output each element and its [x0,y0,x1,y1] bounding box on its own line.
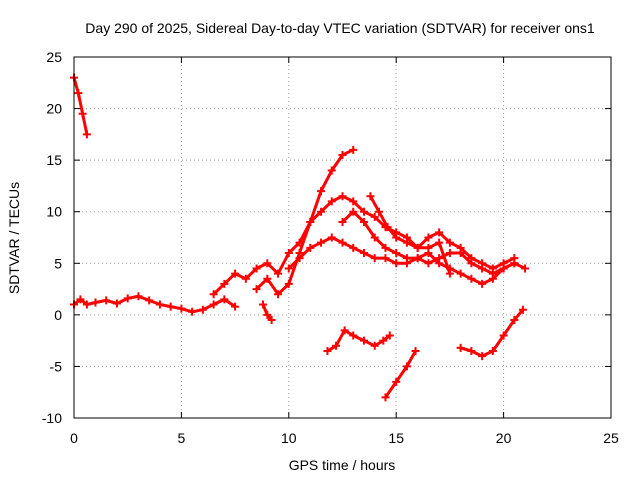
y-tick-label: -10 [42,410,62,426]
x-tick-label: 5 [178,430,186,446]
points-arc-7 [338,207,530,278]
axis-ticks [73,56,612,419]
y-tick-label: -5 [50,358,63,374]
series-arc-6 [287,236,516,286]
series-arc-7 [341,210,527,276]
x-tick-label: 25 [603,430,619,446]
y-tick-label: 25 [46,49,62,65]
y-axis-label: SDTVAR / TECUs [6,182,22,294]
x-tick-label: 20 [496,430,512,446]
y-tick-label: 20 [46,101,62,117]
y-tick-label: 15 [46,152,62,168]
series-arc-1 [72,76,89,136]
plot-frame [73,56,612,419]
series-arc-10 [384,349,417,399]
x-tick-label: 15 [388,430,404,446]
points-arc-5 [259,300,276,325]
y-tick-labels: -10 -5 0 5 10 15 20 25 [42,49,62,426]
points-arc-9 [323,326,394,355]
points-arc-10 [381,346,420,402]
x-tick-label: 0 [70,430,78,446]
grid-lines [74,57,611,418]
x-tick-labels: 0 5 10 15 20 25 [70,430,619,446]
points-arc-4 [252,145,358,299]
data-series [70,73,530,402]
points-arc-3 [209,192,454,299]
points-arc-8 [366,192,519,273]
series-arc-4 [255,148,355,296]
chart-title: Day 290 of 2025, Sidereal Day-to-day VTE… [85,20,595,36]
x-tick-label: 10 [281,430,297,446]
x-axis-label: GPS time / hours [289,457,396,473]
points-arc-11 [456,305,527,361]
y-tick-label: 5 [54,255,62,271]
y-tick-label: 0 [54,307,62,323]
y-tick-label: 10 [46,204,62,220]
